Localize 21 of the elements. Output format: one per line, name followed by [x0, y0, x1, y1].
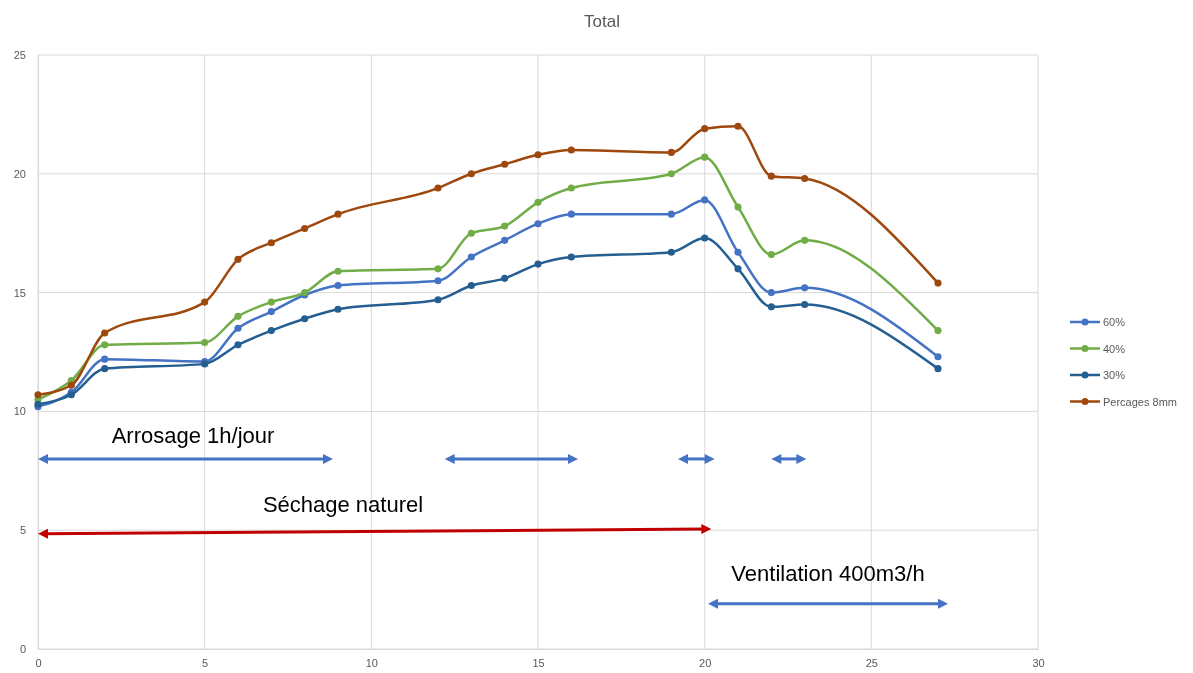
- x-tick-label: 25: [865, 656, 878, 669]
- x-tick-label: 5: [202, 656, 209, 669]
- x-tick-label: 20: [699, 656, 712, 669]
- legend-label: Percages 8mm: [1103, 395, 1177, 408]
- legend-label: 40%: [1103, 342, 1126, 355]
- x-tick-label: 30: [1032, 656, 1045, 669]
- annotation: Séchage naturel: [262, 492, 424, 518]
- y-tick-label: 15: [13, 286, 26, 299]
- y-tick-label: 10: [13, 405, 26, 418]
- y-tick-label: 25: [13, 49, 26, 62]
- annotation: Arrosage 1h/jour: [111, 423, 275, 449]
- legend-label: 60%: [1103, 316, 1126, 328]
- x-tick-label: 10: [365, 656, 378, 669]
- legend-label: 30%: [1103, 369, 1126, 381]
- x-tick-label: 15: [532, 656, 545, 669]
- y-tick-label: 5: [19, 524, 26, 537]
- annotation: Ventilation 400m3/h: [731, 561, 925, 587]
- x-tick-label: 0: [35, 656, 42, 669]
- y-tick-label: 0: [19, 643, 26, 656]
- y-tick-label: 20: [13, 167, 26, 180]
- chart-title: Total: [584, 12, 620, 31]
